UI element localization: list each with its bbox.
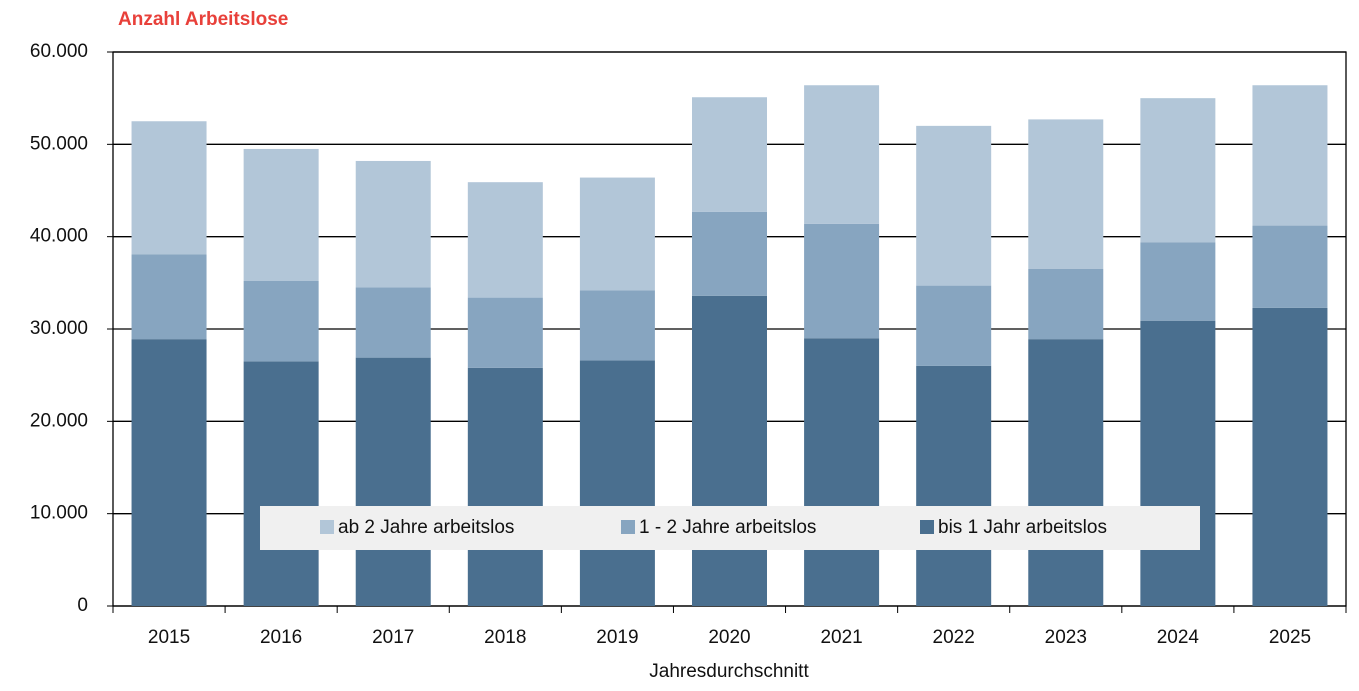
legend-swatch bbox=[320, 520, 334, 534]
legend-label: ab 2 Jahre arbeitslos bbox=[338, 517, 514, 538]
legend-swatch bbox=[920, 520, 934, 534]
legend-box bbox=[260, 506, 1200, 550]
x-tick-label: 2016 bbox=[260, 627, 302, 648]
legend-label: 1 - 2 Jahre arbeitslos bbox=[639, 517, 816, 538]
bar-segment bbox=[467, 297, 543, 368]
bar-segment bbox=[692, 211, 767, 296]
bar-segment bbox=[1252, 307, 1328, 606]
bar-segment bbox=[1028, 268, 1104, 340]
y-tick-label: 40.000 bbox=[30, 226, 88, 247]
bar-segment bbox=[804, 85, 880, 224]
bar-segment bbox=[579, 177, 655, 291]
bar-segment bbox=[243, 361, 319, 606]
bar-segment bbox=[131, 339, 207, 606]
bar-segment bbox=[1028, 339, 1104, 606]
bar-segment bbox=[1028, 119, 1104, 269]
x-axis-label: Jahresdurchschnitt bbox=[649, 661, 809, 682]
x-tick-label: 2020 bbox=[708, 627, 750, 648]
chart-title: Anzahl Arbeitslose bbox=[118, 9, 288, 30]
bar-segment bbox=[1140, 242, 1216, 321]
x-tick-label: 2021 bbox=[820, 627, 862, 648]
x-tick-label: 2019 bbox=[596, 627, 638, 648]
x-tick-label: 2015 bbox=[148, 627, 190, 648]
x-tick-label: 2017 bbox=[372, 627, 414, 648]
bar-segment bbox=[467, 182, 543, 298]
bar-segment bbox=[692, 97, 767, 212]
bar-segment bbox=[804, 223, 880, 339]
bar-segment bbox=[355, 287, 431, 358]
bar-segment bbox=[692, 295, 767, 606]
bar-segment bbox=[355, 160, 431, 288]
legend-label: bis 1 Jahr arbeitslos bbox=[938, 517, 1107, 538]
bar-segment bbox=[916, 365, 992, 606]
legend-swatch bbox=[621, 520, 635, 534]
bar-segment bbox=[1252, 85, 1328, 226]
bar-segment bbox=[131, 254, 207, 340]
y-tick-label: 60.000 bbox=[30, 41, 88, 62]
bar-segment bbox=[243, 280, 319, 362]
y-tick-label: 10.000 bbox=[30, 503, 88, 524]
y-tick-label: 30.000 bbox=[30, 318, 88, 339]
y-tick-label: 20.000 bbox=[30, 410, 88, 431]
bar-segment bbox=[467, 367, 543, 606]
bar-segment bbox=[1140, 98, 1216, 243]
bar-segment bbox=[131, 121, 207, 255]
bar-segment bbox=[355, 357, 431, 606]
x-tick-label: 2023 bbox=[1045, 627, 1087, 648]
bar-segment bbox=[916, 285, 992, 366]
bar-segment bbox=[916, 125, 992, 286]
y-tick-label: 0 bbox=[77, 595, 88, 616]
bar-segment bbox=[579, 290, 655, 361]
x-tick-label: 2018 bbox=[484, 627, 526, 648]
bar-segment bbox=[1140, 320, 1216, 606]
bar-segment bbox=[804, 338, 880, 606]
bar-segment bbox=[243, 148, 319, 281]
y-tick-label: 50.000 bbox=[30, 133, 88, 154]
x-tick-label: 2022 bbox=[933, 627, 975, 648]
x-tick-label: 2024 bbox=[1157, 627, 1200, 648]
x-tick-label: 2025 bbox=[1269, 627, 1311, 648]
bar-segment bbox=[1252, 225, 1328, 308]
bar-segment bbox=[579, 360, 655, 606]
